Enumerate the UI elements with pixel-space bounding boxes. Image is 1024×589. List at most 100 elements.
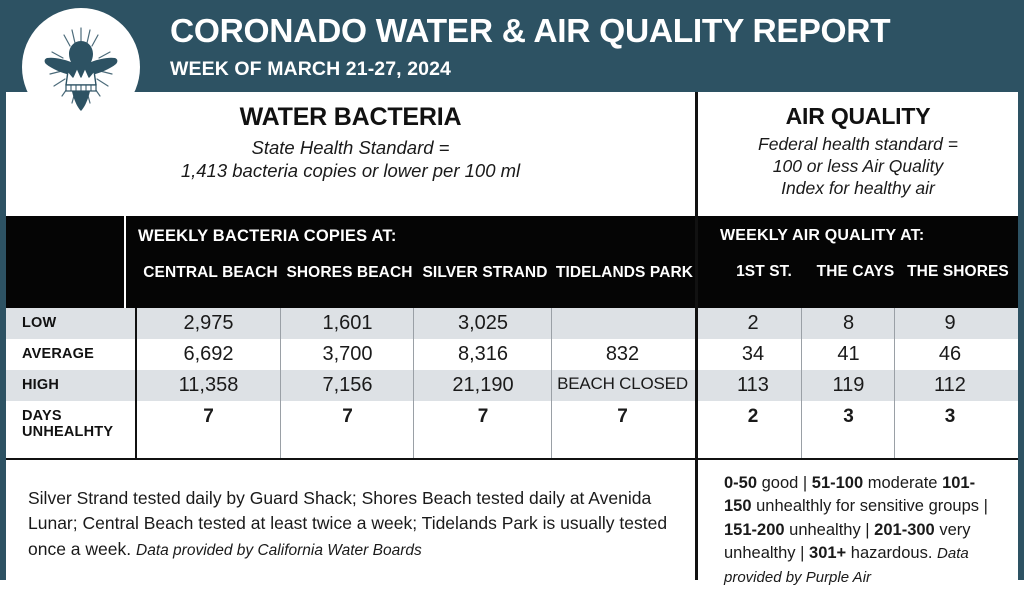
- water-col-header-tidelands-park: TIDELANDS PARK: [555, 264, 694, 281]
- crowned-turtle-logo-icon: [44, 27, 118, 111]
- air-legend-range-101-150: 101-150: [724, 474, 976, 516]
- table-row: HIGH 11,358 7,156 21,190 BEACH CLOSED: [6, 370, 695, 401]
- water-standard-line1: State Health Standard =: [251, 136, 450, 158]
- page-subtitle: WEEK OF MARCH 21-27, 2024: [170, 58, 451, 81]
- air-legend-text-good: good |: [757, 474, 812, 492]
- water-row-label-low: LOW: [22, 315, 57, 332]
- water-days-silver-strand: 7: [477, 406, 489, 427]
- water-days-shores-beach: 7: [342, 406, 353, 427]
- water-low-central-beach: 2,975: [183, 312, 234, 334]
- air-standard-line2: 100 or less Air Quality: [772, 156, 944, 177]
- water-col-header-shores-beach: SHORES BEACH: [286, 264, 413, 281]
- table-row: DAYS UNHEALHTY 7 7 7 7: [6, 401, 695, 456]
- water-col-header-silver-strand: SILVER STRAND: [422, 264, 548, 281]
- air-legend-range-201-300: 201-300: [874, 520, 935, 539]
- air-band-label: WEEKLY AIR QUALITY AT:: [720, 227, 925, 244]
- air-legend-text-sensitive: unhealthly for sensitive: [751, 497, 924, 516]
- water-section-header: WATER BACTERIA State Health Standard = 1…: [6, 92, 695, 216]
- table-row: 2 3 3: [698, 401, 1018, 456]
- air-average-the-cays: 41: [837, 343, 860, 365]
- air-high-the-shores: 112: [934, 374, 966, 396]
- masthead: CORONADO WATER & AIR QUALITY REPORT WEEK…: [0, 0, 1024, 126]
- water-band-label: WEEKLY BACTERIA COPIES AT:: [138, 227, 397, 245]
- water-rule-2: [413, 308, 414, 458]
- air-column-headers: 1ST ST. THE CAYS THE SHORES: [720, 263, 1018, 281]
- table-row: 113 119 112: [698, 370, 1018, 401]
- water-col-header-central-beach: CENTRAL BEACH: [143, 264, 278, 281]
- air-low-the-cays: 8: [842, 312, 855, 334]
- air-rule-1: [801, 308, 802, 458]
- water-standard-line2: 1,413 bacteria copies or lower per 100 m…: [180, 159, 521, 181]
- water-rule-1: [280, 308, 281, 458]
- air-legend-range-301-plus: 301+: [809, 544, 847, 563]
- water-low-shores-beach: 1,601: [322, 312, 373, 334]
- water-rule-3: [551, 308, 552, 458]
- air-legend-range-0-50: 0-50: [724, 474, 758, 492]
- water-row-label-average: AVERAGE: [22, 346, 95, 363]
- title-block: CORONADO WATER & AIR QUALITY REPORT WEEK…: [170, 11, 891, 81]
- water-band-main: WEEKLY BACTERIA COPIES AT: CENTRAL BEACH…: [126, 216, 695, 308]
- water-footnote-text: Silver Strand tested daily by Guard Shac…: [28, 488, 668, 559]
- air-col-header-the-shores: THE SHORES: [907, 263, 1009, 280]
- water-section: WATER BACTERIA State Health Standard = 1…: [6, 92, 695, 580]
- air-section: AIR QUALITY Federal health standard = 10…: [695, 92, 1018, 586]
- air-standard-line1: Federal health standard =: [758, 134, 958, 155]
- air-legend-range-151-200: 151-200: [724, 520, 785, 539]
- air-legend-range-51-100: 51-100: [811, 474, 864, 492]
- air-section-header: AIR QUALITY Federal health standard = 10…: [698, 92, 1018, 216]
- page-title: CORONADO WATER & AIR QUALITY REPORT: [170, 12, 891, 50]
- air-table-body: 2 8 9 34 41 46 113 119: [698, 308, 1018, 458]
- air-legend-text-very-unhealthy: very unhealthy |: [724, 520, 971, 563]
- water-section-title: WATER BACTERIA: [239, 103, 462, 131]
- air-days-1st-st: 2: [747, 406, 759, 427]
- water-average-silver-strand: 8,316: [457, 343, 509, 365]
- water-standard: State Health Standard = 1,413 bacteria c…: [6, 136, 695, 183]
- air-band-main: WEEKLY AIR QUALITY AT: 1ST ST. THE CAYS …: [698, 216, 1018, 308]
- table-row: 34 41 46: [698, 339, 1018, 370]
- water-high-shores-beach: 7,156: [322, 374, 373, 396]
- water-high-tidelands-park: BEACH CLOSED: [557, 374, 688, 393]
- air-legend-text-moderate: moderate: [863, 474, 938, 492]
- water-days-tidelands-park: 7: [617, 406, 628, 427]
- water-row-label-days-unhealthy: DAYS UNHEALHTY: [6, 401, 136, 440]
- water-row-label-days-line1: DAYS: [22, 408, 62, 424]
- air-col-header-1st-st: 1ST ST.: [736, 263, 792, 280]
- logo: [22, 8, 140, 126]
- air-average-1st-st: 34: [741, 343, 765, 365]
- air-section-title: AIR QUALITY: [785, 103, 931, 129]
- air-rule-2: [894, 308, 895, 458]
- air-standard: Federal health standard = 100 or less Ai…: [698, 133, 1018, 199]
- table-row: LOW 2,975 1,601 3,025: [6, 308, 695, 339]
- water-high-silver-strand: 21,190: [452, 374, 514, 396]
- air-days-the-cays: 3: [843, 406, 854, 427]
- water-average-tidelands-park: 832: [605, 343, 640, 365]
- air-legend: 0-50 good | 51-100 moderate 101-150 unhe…: [698, 460, 1018, 589]
- water-high-central-beach: 11,358: [178, 374, 239, 396]
- air-column-band: WEEKLY AIR QUALITY AT: 1ST ST. THE CAYS …: [698, 216, 1018, 308]
- air-low-the-shores: 9: [944, 312, 956, 334]
- air-average-the-shores: 46: [938, 343, 962, 365]
- water-average-shores-beach: 3,700: [322, 343, 373, 365]
- water-low-tidelands-park: [552, 312, 693, 335]
- water-row-label-high: HIGH: [22, 377, 60, 394]
- water-footer-divider: [6, 458, 695, 460]
- water-column-headers: CENTRAL BEACH SHORES BEACH SILVER STRAND…: [138, 264, 695, 282]
- water-average-central-beach: 6,692: [183, 343, 234, 365]
- water-low-silver-strand: 3,025: [457, 312, 509, 334]
- air-standard-line3: Index for healthy air: [781, 178, 935, 199]
- air-high-1st-st: 113: [737, 374, 769, 396]
- air-legend-text-groups: groups |: [928, 497, 988, 516]
- air-legend-text-hazardous: hazardous.: [850, 544, 938, 563]
- table-row: AVERAGE 6,692 3,700 8,316 832: [6, 339, 695, 370]
- water-rule-label: [135, 308, 137, 458]
- water-row-label-days-line2: UNHEALHTY: [22, 424, 114, 441]
- air-high-the-cays: 119: [832, 374, 865, 396]
- report-panel: WATER BACTERIA State Health Standard = 1…: [6, 92, 1018, 586]
- water-column-band: WEEKLY BACTERIA COPIES AT: CENTRAL BEACH…: [6, 216, 695, 308]
- water-band-spacer: [6, 216, 126, 308]
- water-source: Data provided by California Water Boards: [136, 541, 422, 559]
- water-footnote: Silver Strand tested daily by Guard Shac…: [6, 460, 695, 562]
- air-legend-text-unhealthy: unhealthy |: [784, 520, 875, 539]
- table-row: 2 8 9: [698, 308, 1018, 339]
